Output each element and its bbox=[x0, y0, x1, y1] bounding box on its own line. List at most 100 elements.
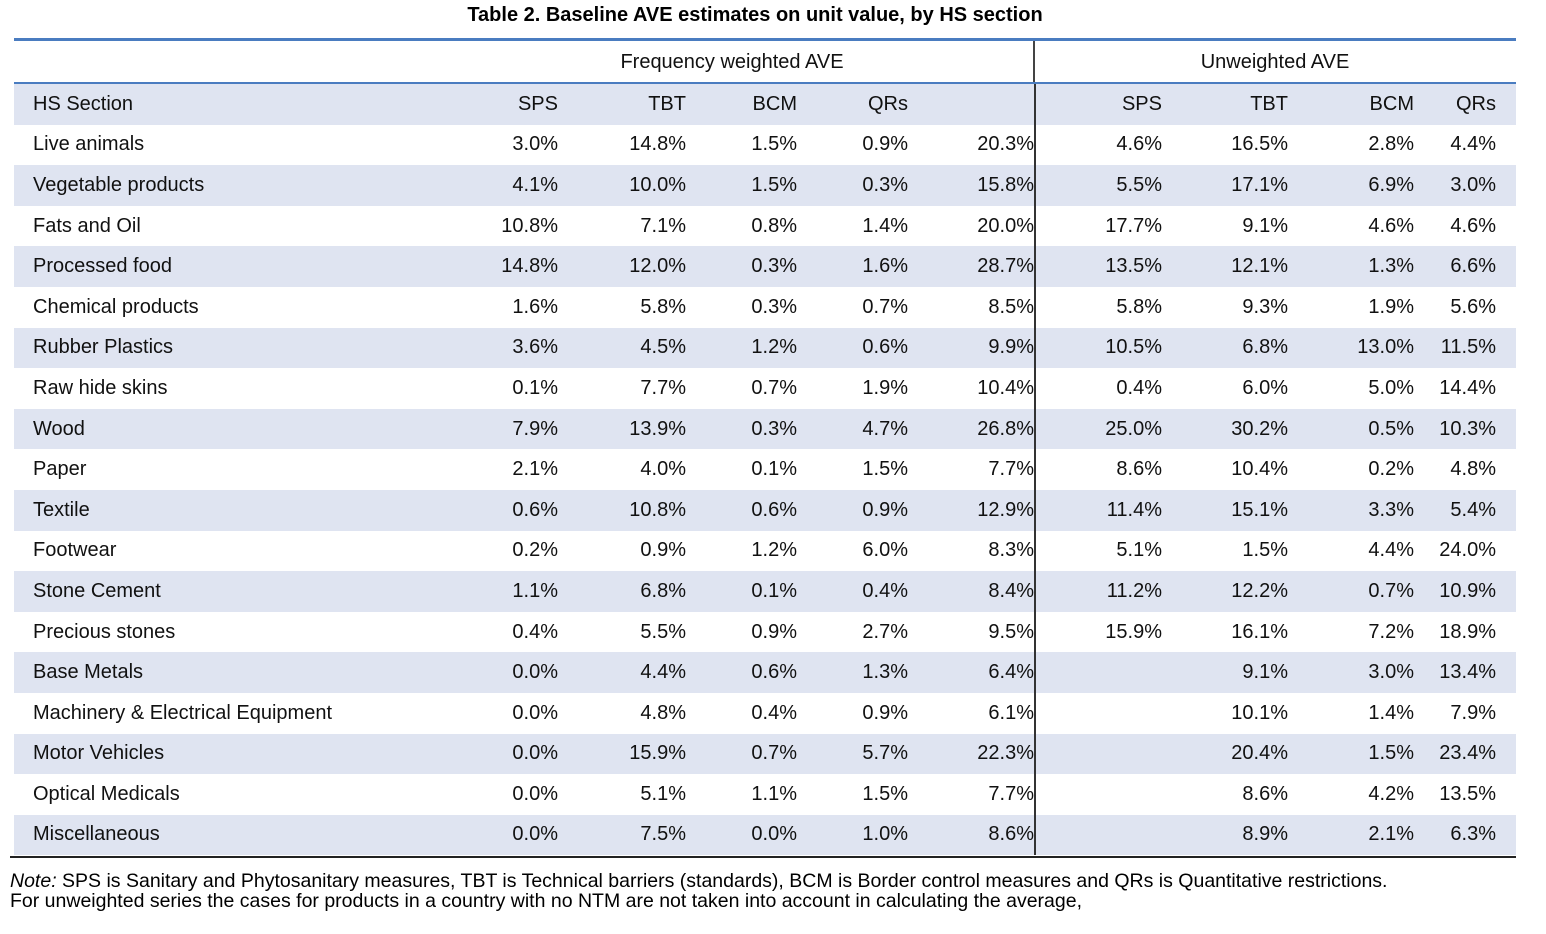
table-cell: 0.5% bbox=[1368, 417, 1414, 440]
table-row: Optical Medicals 0.0% 5.1% 1.1% 1.5% 7.7% 8.6%… bbox=[14, 774, 1516, 815]
row-label: Paper bbox=[33, 458, 87, 481]
column-header: SPS bbox=[517, 92, 558, 115]
table-cell: 4.0% bbox=[640, 458, 686, 481]
table-cell: 12.1% bbox=[1231, 255, 1288, 278]
table-cell: 7.7% bbox=[908, 774, 1036, 815]
table-row: Fats and Oil 10.8% 7.1% 0.8% 1.4% 20.0% 17.7% 9… bbox=[14, 205, 1516, 247]
table-cell: 6.6% bbox=[1450, 255, 1496, 278]
table-note: Note: SPS is Sanitary and Phytosanitary … bbox=[10, 871, 1510, 911]
table-cell: 3.0% bbox=[1450, 173, 1496, 196]
table-cell: 9.9% bbox=[908, 327, 1036, 369]
table-cell: 3.0% bbox=[1368, 661, 1414, 684]
table-cell: 24.0% bbox=[1439, 539, 1496, 562]
table-cell: 0.4% bbox=[1116, 376, 1162, 399]
table-cell: 4.4% bbox=[640, 661, 686, 684]
table-cell: 7.9% bbox=[512, 417, 558, 440]
table-cell: 8.6% bbox=[1116, 458, 1162, 481]
table-cell: 0.3% bbox=[862, 173, 908, 196]
row-label: Live animals bbox=[33, 133, 145, 156]
table-cell bbox=[1035, 734, 1162, 775]
table-row: Chemical products 1.6% 5.8% 0.3% 0.7% 8.5% 5.8… bbox=[14, 286, 1516, 328]
table-row: Live animals 3.0% 14.8% 1.5% 0.9% 20.3% 4.6% 16… bbox=[14, 124, 1516, 166]
table-cell: 15.1% bbox=[1231, 498, 1288, 521]
table-cell: 10.8% bbox=[501, 214, 558, 237]
top-rule bbox=[14, 38, 1516, 41]
header-rule bbox=[14, 82, 1516, 84]
column-header: SPS bbox=[1121, 92, 1162, 115]
table-cell: 23.4% bbox=[1439, 742, 1496, 765]
row-label: Processed food bbox=[33, 255, 172, 278]
table-cell: 1.9% bbox=[862, 376, 908, 399]
table-cell: 9.3% bbox=[1242, 295, 1288, 318]
table-cell: 1.4% bbox=[1368, 701, 1414, 724]
table-row: Precious stones 0.4% 5.5% 0.9% 2.7% 9.5% 15.9%… bbox=[14, 611, 1516, 653]
table-row: Base Metals 0.0% 4.4% 0.6% 1.3% 6.4% 9.1% 3.0% 1… bbox=[14, 652, 1516, 693]
table-cell bbox=[1035, 815, 1162, 856]
table-cell: 8.4% bbox=[908, 571, 1036, 612]
table-cell: 20.3% bbox=[908, 124, 1036, 166]
table-cell: 5.0% bbox=[1368, 376, 1414, 399]
table-cell: 9.5% bbox=[908, 611, 1036, 653]
note-label: Note: bbox=[10, 870, 57, 892]
table-cell: 4.8% bbox=[1450, 458, 1496, 481]
table-cell: 0.9% bbox=[862, 133, 908, 156]
table-cell: 13.4% bbox=[1439, 661, 1496, 684]
table-cell: 10.5% bbox=[1105, 336, 1162, 359]
row-label: Stone Cement bbox=[33, 579, 161, 602]
table-cell: 3.6% bbox=[512, 336, 558, 359]
group-header-unweighted: Unweighted AVE bbox=[1200, 51, 1350, 73]
table-cell: 15.8% bbox=[908, 165, 1036, 206]
table-cell: 26.8% bbox=[908, 408, 1036, 450]
row-label: Motor Vehicles bbox=[33, 742, 165, 765]
table-cell: 2.1% bbox=[512, 458, 558, 481]
column-header: TBT bbox=[648, 92, 686, 115]
table-cell: 11.5% bbox=[1440, 336, 1496, 359]
table-row: Wood 7.9% 13.9% 0.3% 4.7% 26.8% 25.0% 30.2% 0.5%… bbox=[14, 408, 1516, 450]
table-cell: 4.8% bbox=[640, 701, 686, 724]
table-cell: 5.7% bbox=[862, 742, 908, 765]
table-cell: 4.6% bbox=[1450, 214, 1496, 237]
table-cell: 1.5% bbox=[862, 458, 908, 481]
table-cell: 6.9% bbox=[1368, 173, 1414, 196]
table-cell: 25.0% bbox=[1105, 417, 1162, 440]
table-cell: 1.3% bbox=[1368, 255, 1414, 278]
table-cell: 6.8% bbox=[640, 579, 686, 602]
table-cell: 10.0% bbox=[629, 173, 686, 196]
table-cell: 2.7% bbox=[862, 620, 908, 643]
table-cell: 1.0% bbox=[862, 823, 908, 846]
table-cell: 1.2% bbox=[751, 336, 797, 359]
table-row: Motor Vehicles 0.0% 15.9% 0.7% 5.7% 22.3% 20.4… bbox=[14, 733, 1516, 775]
table-cell: 0.0% bbox=[512, 782, 558, 805]
table-cell: 2.8% bbox=[1368, 133, 1414, 156]
table-cell: 1.4% bbox=[862, 214, 908, 237]
bottom-rule bbox=[10, 856, 1516, 858]
row-label: Optical Medicals bbox=[33, 782, 180, 805]
table-cell: 0.0% bbox=[512, 742, 558, 765]
table-cell: 3.0% bbox=[512, 133, 558, 156]
table-cell: 22.3% bbox=[908, 733, 1036, 775]
table-cell: 8.9% bbox=[1242, 823, 1288, 846]
table-cell: 4.7% bbox=[862, 417, 908, 440]
table-cell: 13.5% bbox=[1439, 782, 1496, 805]
column-header: QRs bbox=[1456, 92, 1496, 115]
column-header: TBT bbox=[1250, 92, 1288, 115]
table-cell: 5.8% bbox=[640, 295, 686, 318]
table-cell: 8.6% bbox=[1242, 782, 1288, 805]
table-cell bbox=[1035, 774, 1162, 815]
table-cell: 11.2% bbox=[1106, 579, 1162, 602]
table-cell: 0.4% bbox=[862, 579, 908, 602]
table-cell: 1.1% bbox=[751, 782, 797, 805]
table-cell: 7.2% bbox=[1368, 620, 1414, 643]
table-cell: 7.5% bbox=[640, 823, 686, 846]
table-cell: 4.1% bbox=[512, 173, 558, 196]
row-label: Rubber Plastics bbox=[33, 336, 174, 359]
table-cell: 7.7% bbox=[908, 449, 1036, 490]
table-cell: 4.6% bbox=[1368, 214, 1414, 237]
table-cell: 0.7% bbox=[1368, 579, 1414, 602]
table-cell: 0.7% bbox=[751, 742, 797, 765]
table-cell: 1.9% bbox=[1368, 295, 1414, 318]
table-cell: 0.1% bbox=[751, 579, 797, 602]
table-cell: 12.2% bbox=[1231, 579, 1288, 602]
table-cell: 1.3% bbox=[862, 661, 908, 684]
group-separator bbox=[1033, 41, 1035, 83]
